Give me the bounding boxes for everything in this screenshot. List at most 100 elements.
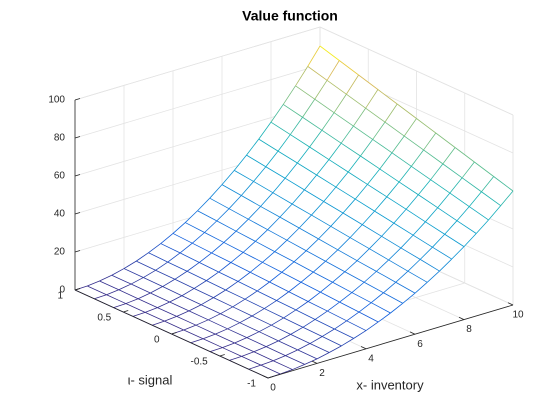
mesh-line (316, 352, 330, 360)
mesh-face (351, 282, 384, 303)
mesh-line (150, 286, 163, 294)
mesh-line (143, 277, 163, 287)
mesh-line (249, 262, 263, 273)
z-tick-label: 20 (54, 247, 66, 258)
mesh-line (257, 290, 277, 301)
mesh-line (271, 324, 291, 335)
mesh-face (404, 118, 436, 150)
mesh-line (220, 313, 240, 324)
mesh-face (237, 272, 270, 291)
mesh-face (75, 285, 107, 299)
mesh-line (227, 328, 248, 338)
mesh-face (430, 163, 463, 194)
mesh-line (302, 98, 316, 118)
mesh-line (337, 249, 358, 262)
mesh-line (372, 121, 386, 140)
mesh-line (206, 271, 219, 281)
mesh-line (403, 118, 417, 137)
mesh-line (125, 298, 139, 304)
mesh-line (87, 280, 100, 287)
mesh-line (330, 212, 344, 227)
mesh-line (218, 262, 232, 273)
mesh-line (316, 159, 330, 176)
mesh-line (279, 203, 293, 218)
mesh-face (309, 130, 342, 160)
mesh-face (253, 166, 286, 193)
mesh-face (304, 175, 336, 202)
mesh-line (202, 338, 223, 348)
mesh-face (157, 302, 189, 317)
mesh-line (316, 174, 337, 188)
mesh-line (314, 310, 328, 320)
mesh-line (295, 309, 316, 320)
mesh-line (181, 288, 195, 297)
mesh-line (253, 166, 267, 182)
mesh-line (411, 166, 431, 181)
mesh-line (347, 155, 361, 173)
mesh-line (197, 197, 211, 212)
mesh-line (272, 192, 293, 205)
mesh-line (199, 252, 212, 263)
mesh-face (395, 271, 428, 294)
mesh-line (265, 150, 279, 168)
mesh-face (245, 290, 277, 309)
grid-line (319, 26, 514, 116)
mesh-line (327, 301, 340, 312)
mesh-line (297, 343, 311, 351)
mesh-face (125, 298, 158, 313)
mesh-line (328, 159, 349, 173)
mesh-line (302, 116, 323, 131)
mesh-face (262, 251, 294, 273)
mesh-face (294, 250, 326, 273)
mesh-line (378, 312, 391, 323)
mesh-line (320, 291, 340, 303)
mesh-line (286, 239, 307, 252)
mesh-line (370, 292, 384, 303)
mesh-line (367, 184, 388, 198)
mesh-line (232, 298, 246, 308)
mesh-line (167, 252, 181, 263)
mesh-line (330, 225, 351, 238)
mesh-line (430, 163, 444, 180)
mesh-face (176, 310, 209, 326)
mesh-line (481, 176, 495, 192)
mesh-line (285, 349, 298, 356)
mesh-line (419, 259, 440, 272)
mesh-face (420, 247, 452, 272)
mesh-line (232, 306, 253, 317)
mesh-line (276, 291, 290, 301)
mesh-face (241, 181, 273, 207)
mesh-face (274, 240, 307, 262)
mesh-face (281, 261, 314, 283)
y-tick (74, 288, 81, 291)
mesh-line (383, 281, 396, 294)
mesh-line (398, 181, 419, 196)
mesh-line (172, 233, 193, 244)
mesh-face (239, 316, 272, 332)
mesh-face (260, 192, 293, 218)
mesh-face (400, 235, 433, 260)
mesh-face (223, 231, 256, 253)
mesh-line (221, 184, 242, 196)
mesh-line (333, 112, 354, 127)
z-tick (74, 136, 81, 139)
mesh-line (132, 311, 146, 317)
mesh-line (281, 261, 295, 273)
mesh-line (456, 220, 477, 234)
mesh-face (279, 203, 312, 229)
mesh-face (243, 241, 275, 263)
mesh-line (285, 355, 305, 365)
mesh-line (152, 320, 165, 326)
mesh-line (468, 206, 489, 221)
mesh-line (388, 247, 402, 261)
mesh-line (136, 260, 156, 271)
mesh-line (291, 189, 305, 205)
mesh-face (190, 338, 223, 352)
mesh-line (418, 179, 431, 195)
mesh-face (222, 342, 254, 357)
mesh-face (259, 325, 291, 341)
mesh-face (346, 312, 379, 331)
mesh-line (235, 230, 256, 242)
mesh-line (363, 281, 384, 294)
mesh-face (234, 337, 267, 352)
